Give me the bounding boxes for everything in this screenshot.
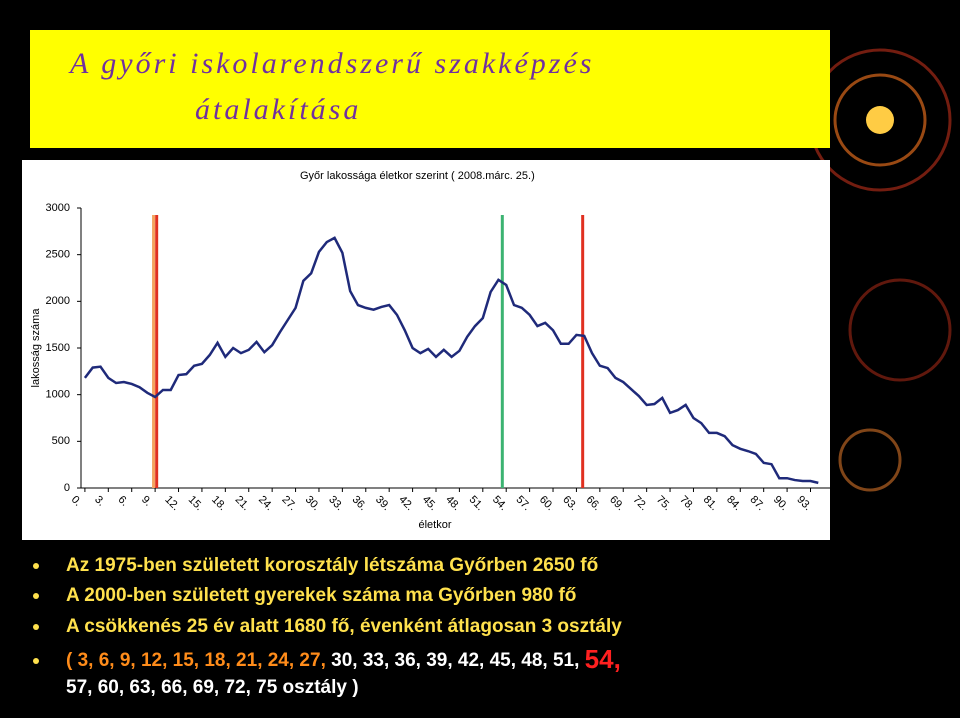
chart-title: Győr lakossága életkor szerint ( 2008.má…: [300, 170, 535, 182]
y-tick-label: 1500: [46, 342, 70, 354]
y-tick-label: 2500: [46, 249, 70, 261]
y-axis-label: lakosság száma: [30, 308, 42, 388]
bullet-text: A csökkenés 25 év alatt 1680 fő, évenkén…: [66, 616, 622, 637]
slide-title: átalakítása: [195, 93, 361, 126]
slide-title: A győri iskolarendszerű szakképzés: [68, 47, 594, 80]
bullet-part: 54,: [585, 644, 621, 674]
bullet-dot: [33, 624, 39, 630]
y-tick-label: 2000: [46, 295, 70, 307]
bullet-part: ( 3, 6, 9, 12, 15, 18, 21, 24, 27,: [66, 650, 326, 671]
y-tick-label: 0: [64, 482, 70, 494]
y-tick-label: 500: [52, 435, 70, 447]
bullet-dot: [33, 593, 39, 599]
bullet-dot: [33, 658, 39, 664]
bullet-text: Az 1975-ben született korosztály létszám…: [66, 555, 598, 576]
y-tick-label: 1000: [46, 389, 70, 401]
title-box: [30, 30, 830, 148]
y-tick-label: 3000: [46, 202, 70, 214]
x-axis-label: életkor: [418, 519, 451, 531]
bullet-dot: [33, 563, 39, 569]
decoration: [808, 48, 952, 492]
bullets: Az 1975-ben született korosztály létszám…: [33, 555, 622, 698]
bullet-text: 57, 60, 63, 66, 69, 72, 75 osztály ): [66, 677, 359, 698]
bullet-part: 30, 33, 36, 39, 42, 45, 48, 51,: [326, 650, 585, 671]
data-line: [83, 236, 819, 485]
bullet-text: ( 3, 6, 9, 12, 15, 18, 21, 24, 27, 30, 3…: [66, 644, 621, 674]
bullet-text: A 2000-ben született gyerekek száma ma G…: [66, 585, 576, 606]
